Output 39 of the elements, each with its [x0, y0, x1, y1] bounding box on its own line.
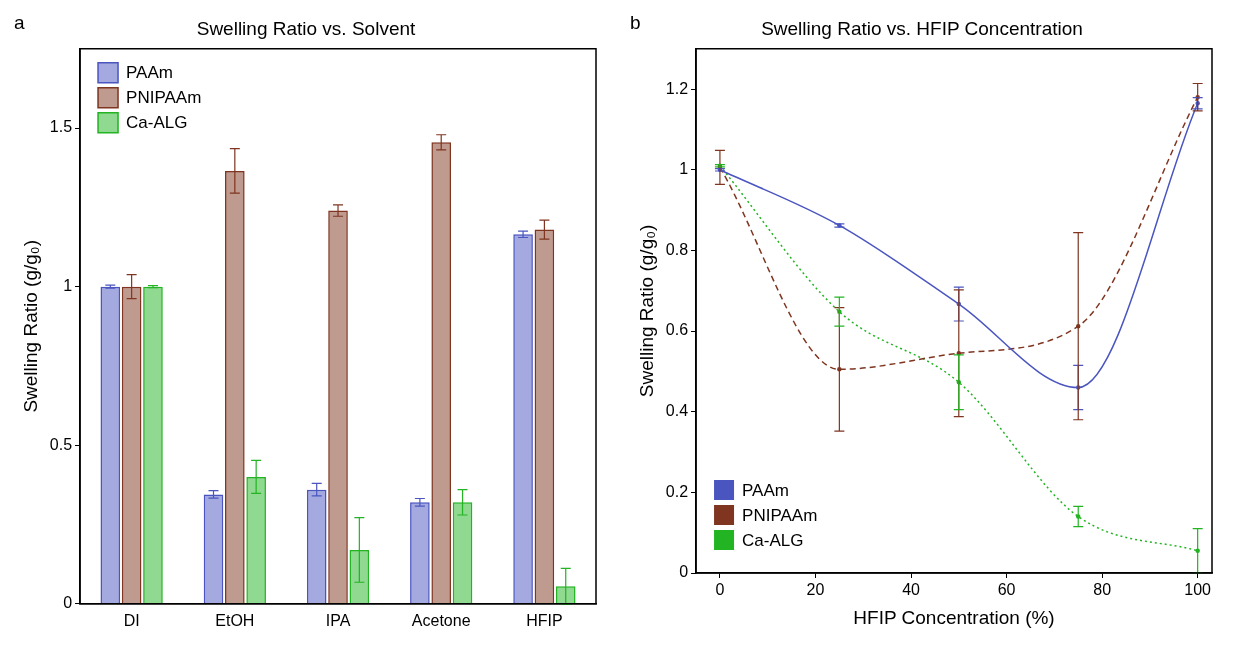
y-axis-title: Swelling Ratio (g/g₀)	[635, 224, 657, 398]
x-tick-label: 20	[806, 581, 825, 599]
y-axis-title: Swelling Ratio (g/g₀)	[19, 239, 41, 413]
y-tick-label: 1	[679, 160, 689, 178]
legend-label: Ca-ALG	[742, 530, 804, 550]
legend-label: PAAm	[742, 480, 789, 500]
legend-label: PNIPAAm	[742, 505, 818, 525]
bar	[100, 286, 121, 604]
x-tick-label: 40	[902, 581, 921, 599]
chart-title: Swelling Ratio vs. Solvent	[196, 17, 417, 39]
y-tick-label: 0	[63, 594, 73, 612]
y-tick-label: 0.6	[665, 321, 689, 339]
chart-title: Swelling Ratio vs. HFIP Concentration	[761, 17, 1083, 39]
bar	[513, 234, 533, 604]
text: a	[14, 11, 25, 33]
x-axis-title: HFIP Concentration (%)	[853, 606, 1055, 628]
y-tick-label: 1.2	[665, 79, 689, 97]
bar	[410, 502, 430, 604]
x-tick-label: 80	[1093, 581, 1112, 599]
y-tick-label: 0.8	[665, 240, 689, 258]
x-tick-label: HFIP	[526, 611, 563, 629]
text: b	[630, 11, 641, 33]
y-tick-label: 1	[63, 277, 73, 295]
x-tick-label: 100	[1184, 581, 1212, 599]
y-tick-label: 0	[679, 563, 689, 581]
y-tick-label: 0.4	[665, 402, 689, 420]
legend-label: Ca-ALG	[126, 113, 188, 133]
bar	[203, 494, 224, 604]
x-tick-label: 0	[715, 581, 725, 599]
legend-label: PAAm	[126, 63, 173, 83]
y-tick-label: 0.2	[665, 482, 689, 500]
x-tick-label: IPA	[325, 611, 351, 629]
x-tick-label: Acetone	[411, 611, 471, 629]
y-tick-label: 1.5	[49, 118, 73, 136]
x-tick-label: EtOH	[215, 611, 255, 629]
legend-label: PNIPAAm	[126, 88, 202, 108]
x-tick-label: 60	[997, 581, 1016, 599]
x-tick-label: DI	[123, 611, 140, 629]
y-tick-label: 0.5	[49, 435, 73, 453]
